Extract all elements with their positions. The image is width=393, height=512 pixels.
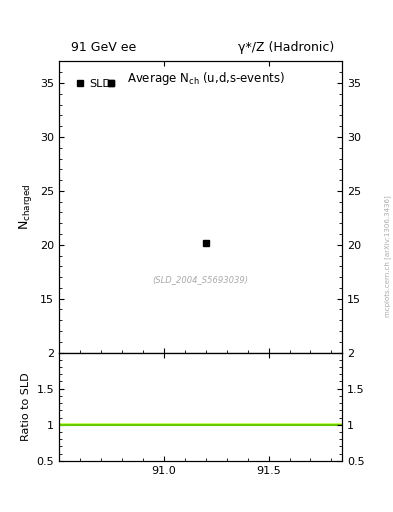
- Y-axis label: Ratio to SLD: Ratio to SLD: [21, 372, 31, 441]
- Text: Average N$_{\rm ch}$ (u,d,s-events): Average N$_{\rm ch}$ (u,d,s-events): [127, 70, 285, 87]
- Text: 91 GeV ee: 91 GeV ee: [71, 41, 136, 54]
- Legend: SLD: SLD: [73, 76, 115, 92]
- Text: mcplots.cern.ch [arXiv:1306.3436]: mcplots.cern.ch [arXiv:1306.3436]: [384, 195, 391, 317]
- Y-axis label: N$_{\rm charged}$: N$_{\rm charged}$: [17, 184, 35, 230]
- Text: γ*/Z (Hadronic): γ*/Z (Hadronic): [238, 41, 334, 54]
- Text: (SLD_2004_S5693039): (SLD_2004_S5693039): [152, 275, 248, 284]
